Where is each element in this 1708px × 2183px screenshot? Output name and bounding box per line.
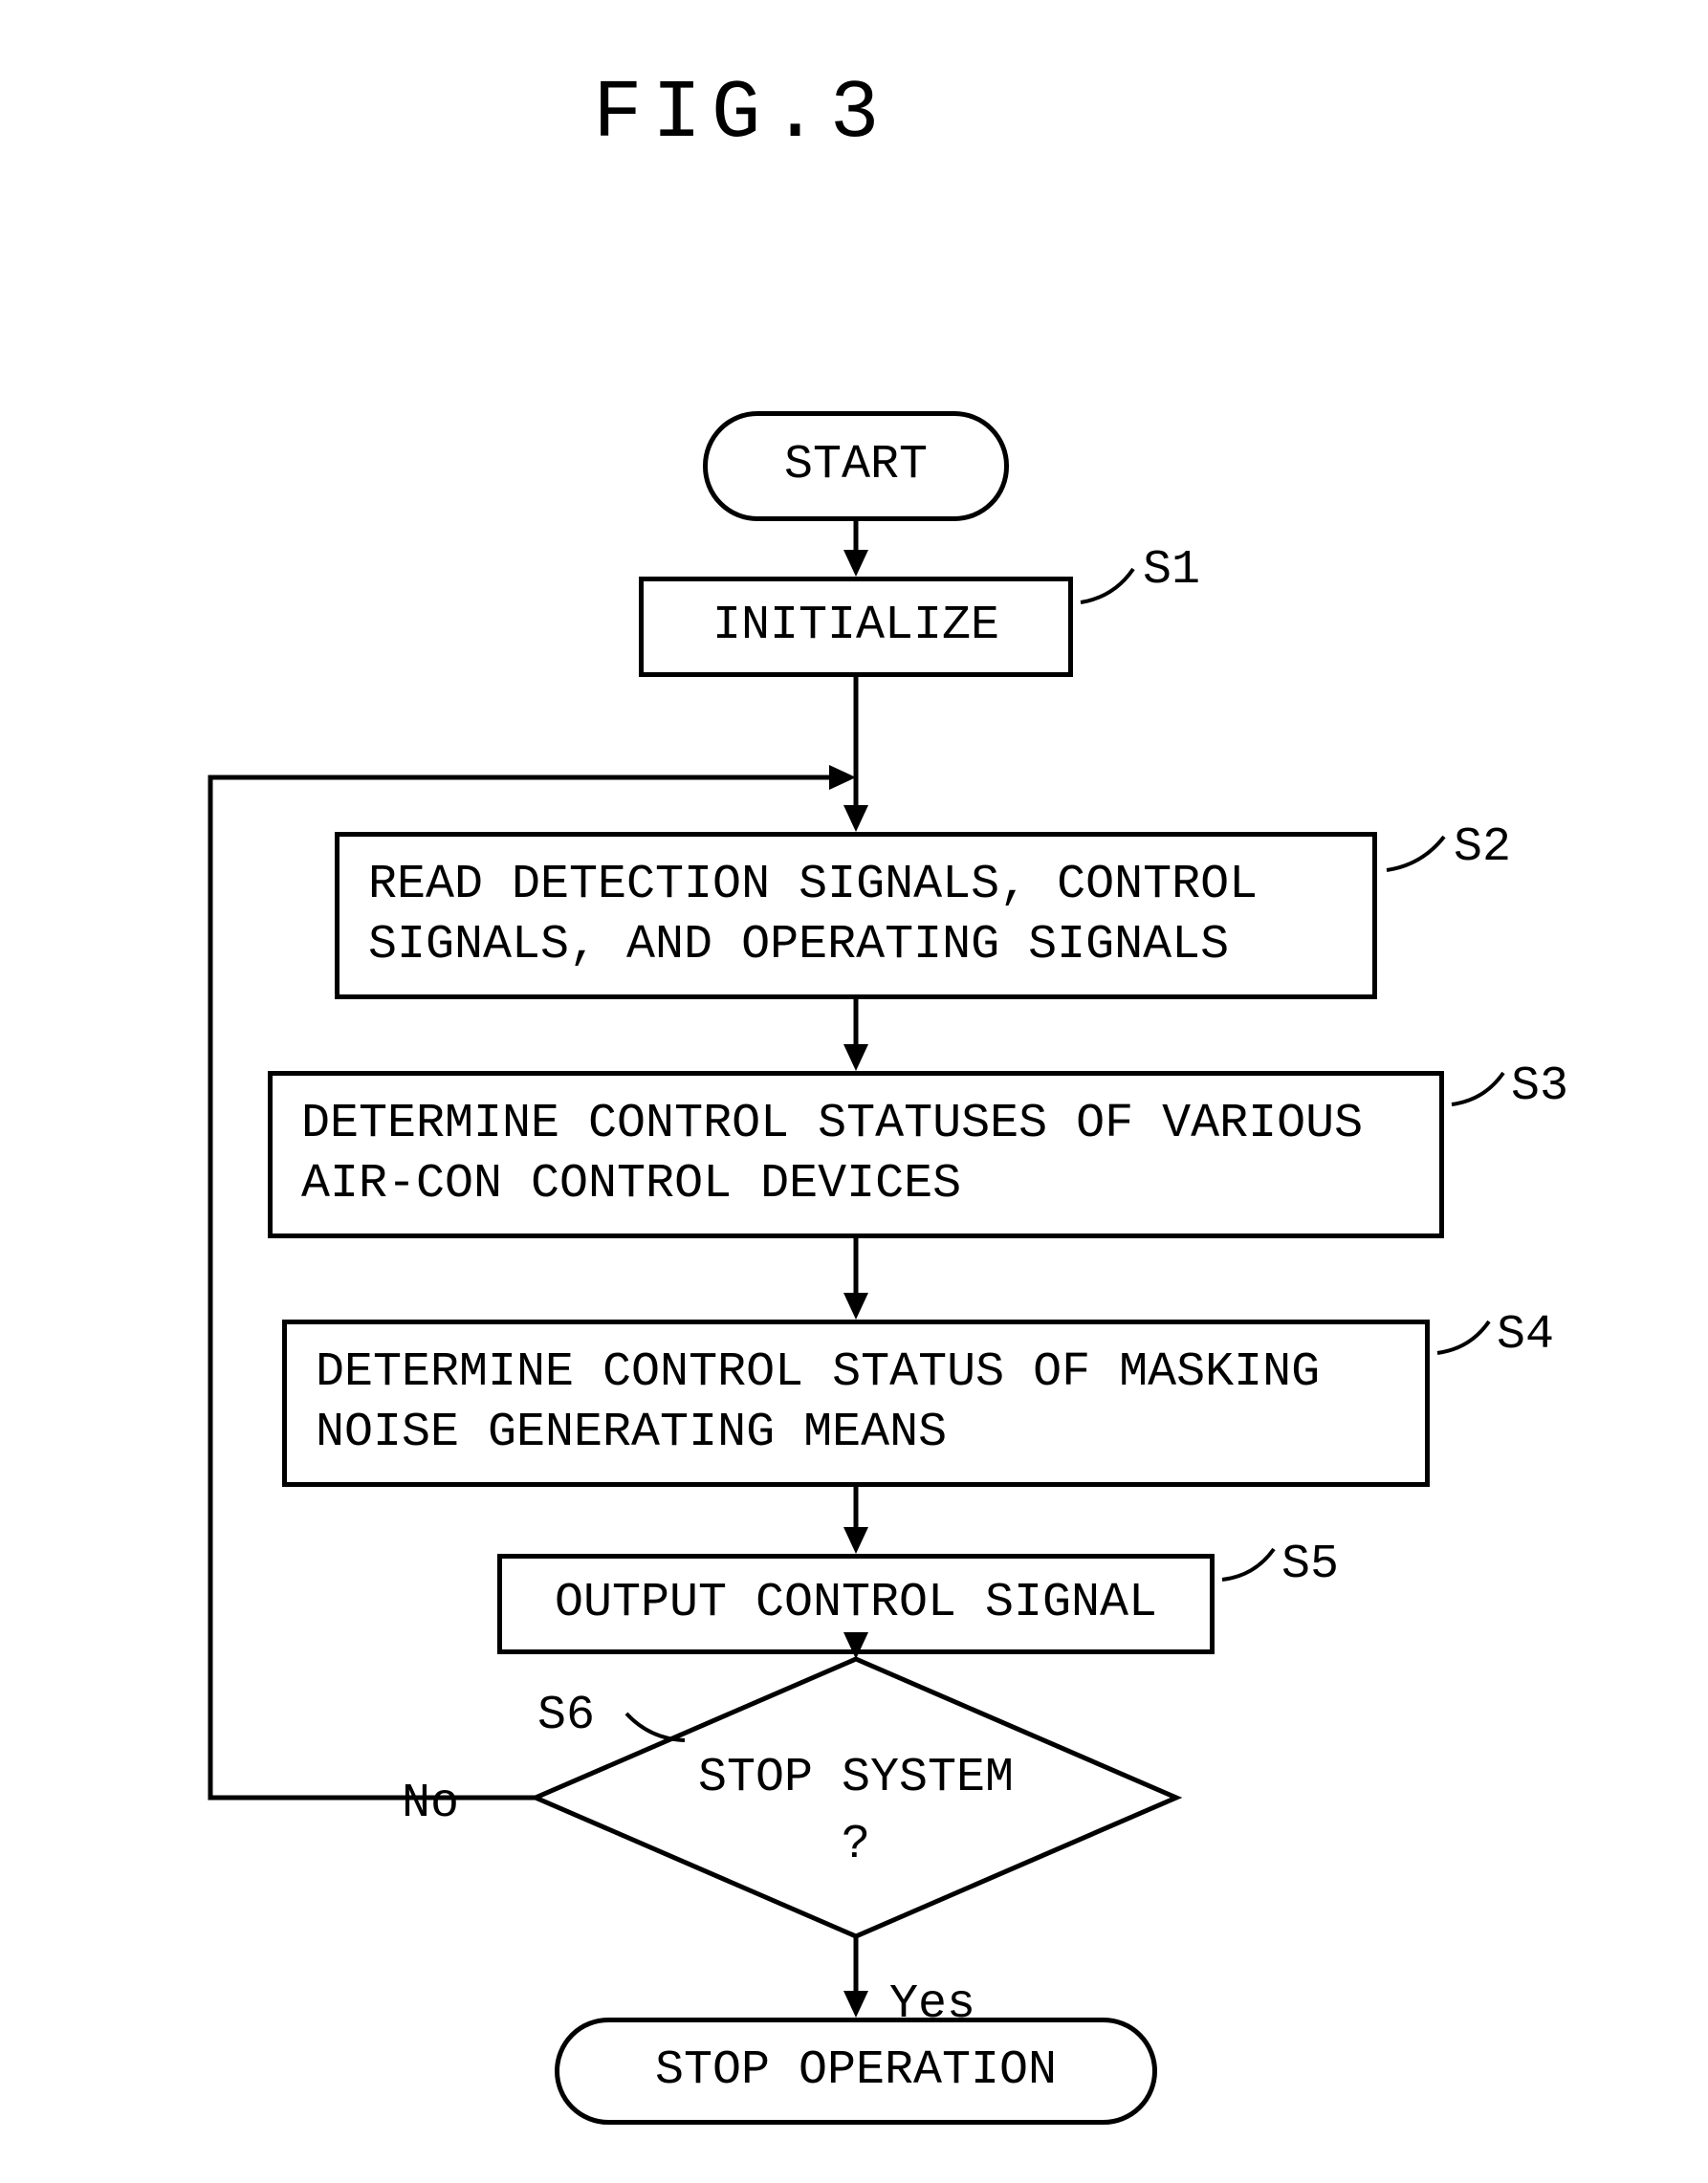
figure-title: FIG.3 (593, 67, 889, 161)
node-s1-label: INITIALIZE (712, 597, 999, 657)
step-label-s6: S6 (537, 1689, 595, 1743)
node-s4: DETERMINE CONTROL STATUS OF MASKING NOIS… (282, 1320, 1430, 1487)
node-s1: INITIALIZE (639, 577, 1073, 677)
step-label-s3: S3 (1511, 1059, 1568, 1114)
node-s5: OUTPUT CONTROL SIGNAL (497, 1554, 1215, 1654)
node-s5-label: OUTPUT CONTROL SIGNAL (555, 1574, 1157, 1634)
node-s2-label: READ DETECTION SIGNALS, CONTROL SIGNALS,… (368, 856, 1258, 975)
edge-label-no: No (402, 1777, 459, 1831)
svg-text:?: ? (842, 1818, 870, 1872)
step-label-s5: S5 (1281, 1538, 1339, 1592)
step-label-s1: S1 (1143, 543, 1200, 598)
edge-label-yes: Yes (889, 1977, 975, 2032)
node-s3: DETERMINE CONTROL STATUSES OF VARIOUS AI… (268, 1071, 1444, 1238)
node-s3-label: DETERMINE CONTROL STATUSES OF VARIOUS AI… (301, 1095, 1363, 1214)
flowchart-canvas: FIG.3 START INITIALIZE S1 READ DETECTION… (0, 0, 1708, 2183)
node-stop-label: STOP OPERATION (655, 2041, 1057, 2102)
node-start: START (703, 411, 1009, 521)
node-stop: STOP OPERATION (555, 2018, 1157, 2125)
node-s2: READ DETECTION SIGNALS, CONTROL SIGNALS,… (335, 832, 1377, 999)
step-label-s2: S2 (1454, 820, 1511, 875)
step-label-s4: S4 (1497, 1308, 1554, 1363)
node-start-label: START (784, 436, 928, 496)
node-s4-label: DETERMINE CONTROL STATUS OF MASKING NOIS… (316, 1343, 1320, 1463)
svg-text:STOP SYSTEM: STOP SYSTEM (698, 1751, 1014, 1805)
